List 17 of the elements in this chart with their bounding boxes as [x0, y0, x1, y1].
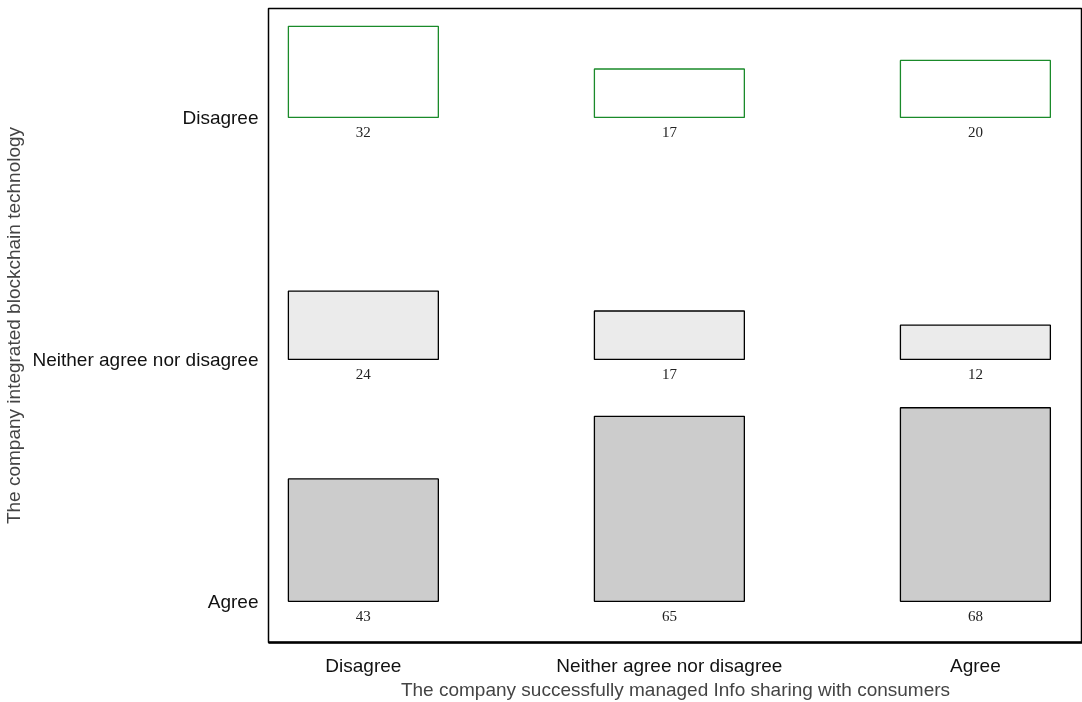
- x-tick-label: Disagree: [325, 654, 402, 676]
- data-label: 17: [661, 366, 678, 383]
- data-label: 20: [967, 124, 983, 141]
- y-axis-title: The company integrated blockchain technology: [3, 126, 25, 525]
- data-label: 12: [967, 366, 983, 383]
- data-label: 43: [355, 608, 371, 625]
- y-tick-label: Agree: [207, 590, 259, 612]
- data-label: 24: [355, 366, 372, 383]
- x-axis-title: The company successfully managed Info sharing with consumers: [400, 678, 951, 700]
- x-tick-label: Neither agree nor disagree: [556, 654, 783, 676]
- y-tick-label: Disagree: [182, 106, 259, 128]
- data-label: 68: [967, 608, 983, 625]
- data-label: 17: [661, 124, 678, 141]
- data-label: 32: [355, 124, 371, 141]
- x-tick-label: Agree: [950, 654, 1001, 676]
- y-tick-label: Neither agree nor disagree: [32, 348, 259, 370]
- data-label: 65: [661, 608, 677, 625]
